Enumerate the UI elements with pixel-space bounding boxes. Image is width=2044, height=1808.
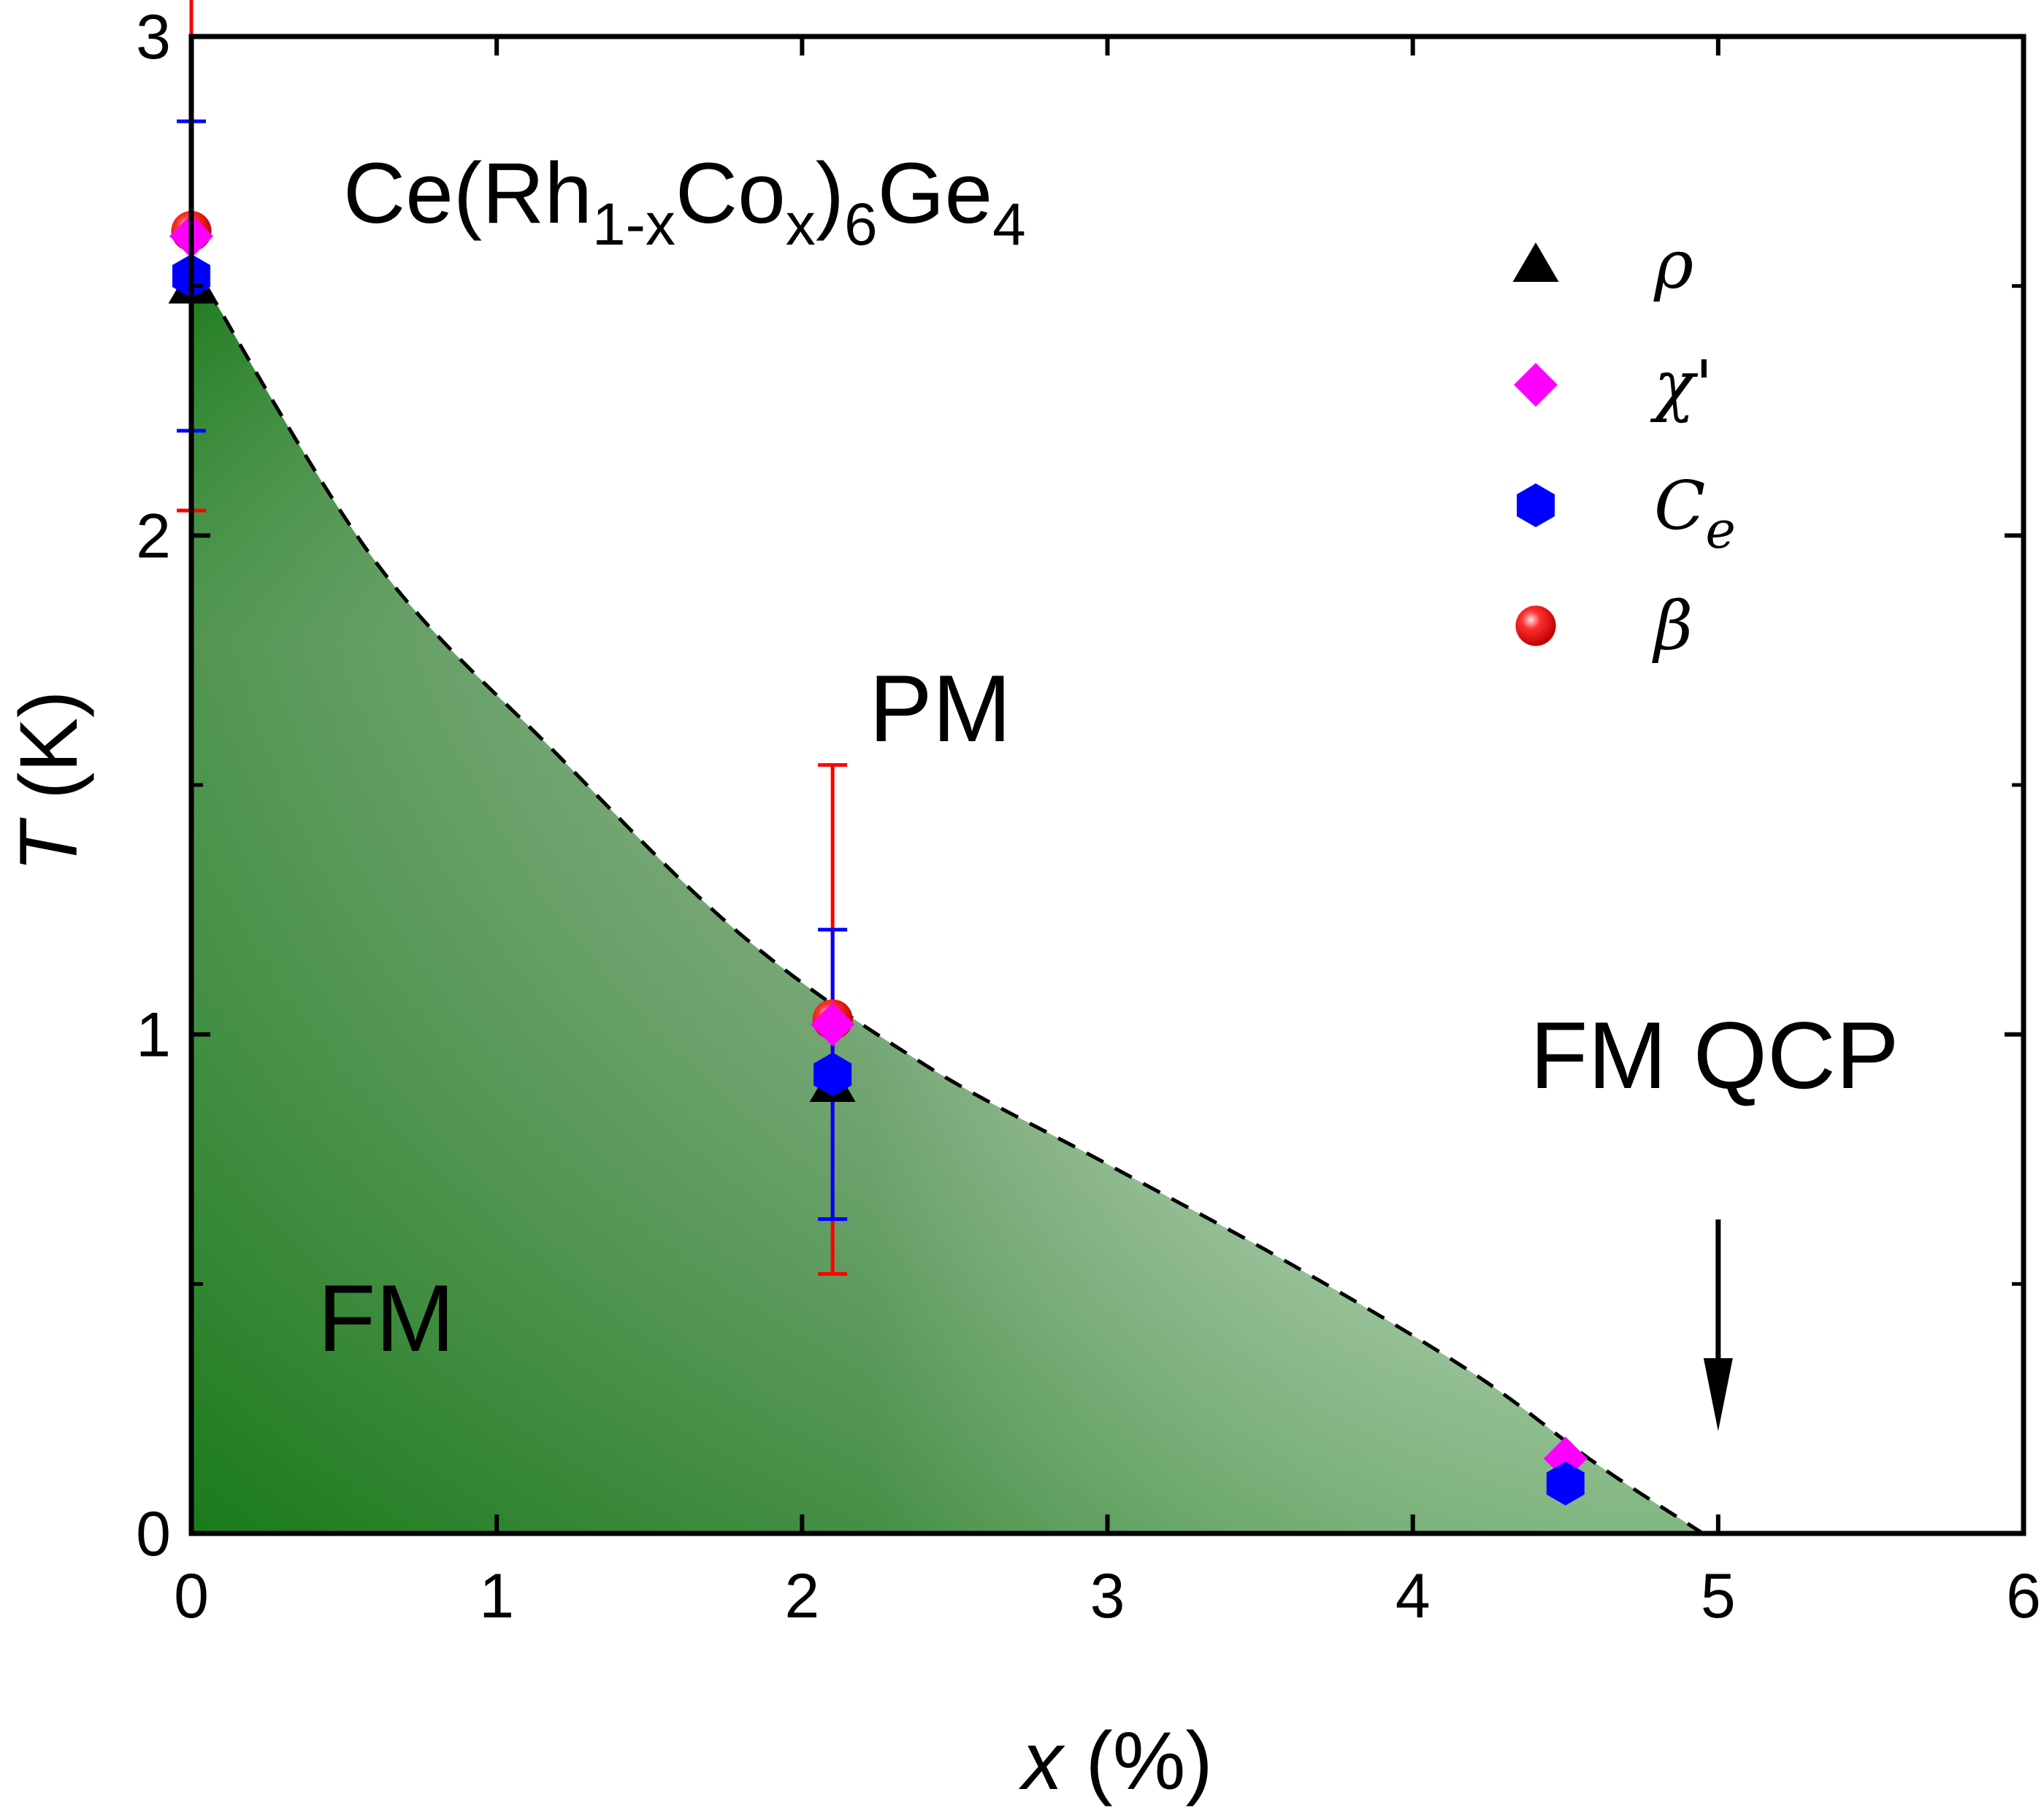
data-point-hexagon bbox=[1546, 1461, 1585, 1506]
qcp-annotation: FM QCP bbox=[1530, 1002, 1899, 1108]
x-tick-label: 5 bbox=[1701, 1561, 1736, 1631]
legend-marker-sphere bbox=[1515, 605, 1556, 646]
legend-marker-diamond bbox=[1514, 363, 1558, 407]
x-tick-label: 6 bbox=[2006, 1561, 2041, 1631]
arrow-head bbox=[1703, 1358, 1733, 1431]
y-axis-label: T (K) bbox=[3, 691, 94, 873]
y-tick-label: 2 bbox=[136, 501, 171, 571]
region-label-fm: FM bbox=[318, 1265, 455, 1371]
x-tick-label: 0 bbox=[174, 1561, 209, 1631]
legend-label: Ce bbox=[1654, 467, 1736, 560]
data-points bbox=[168, 210, 1588, 1506]
data-point-hexagon bbox=[814, 1052, 852, 1097]
y-tick-label: 3 bbox=[136, 2, 171, 72]
legend-marker-triangle bbox=[1512, 242, 1559, 282]
x-tick-labels: 0 1 2 3 4 5 6 bbox=[174, 1561, 2041, 1631]
phase-boundary-dashed bbox=[189, 260, 1704, 1536]
qcp-arrow bbox=[1703, 1219, 1733, 1431]
x-tick-label: 4 bbox=[1396, 1561, 1431, 1631]
y-tick-label: 1 bbox=[136, 1000, 171, 1070]
legend: ρ χ' Ce β bbox=[1512, 226, 1736, 665]
data-point-diamond bbox=[811, 1003, 855, 1046]
axis-ticks bbox=[189, 34, 2026, 1536]
compound-formula: Ce(Rh1-xCox)6Ge4 bbox=[343, 145, 1026, 258]
legend-marker-hexagon bbox=[1517, 483, 1555, 527]
phase-boundary-line bbox=[189, 260, 1704, 1536]
y-tick-label: 0 bbox=[136, 1499, 171, 1569]
y-tick-labels: 0 1 2 3 bbox=[136, 2, 171, 1569]
fm-phase-region bbox=[191, 261, 1703, 1533]
legend-label: ρ bbox=[1653, 226, 1693, 304]
fm-region-fill-vertical bbox=[191, 261, 1703, 1533]
region-label-pm: PM bbox=[869, 655, 1011, 762]
legend-label: β bbox=[1652, 587, 1693, 665]
x-axis-label: x (%) bbox=[1018, 1715, 1212, 1807]
x-tick-label: 1 bbox=[479, 1561, 514, 1631]
x-tick-label: 2 bbox=[784, 1561, 819, 1631]
x-tick-label: 3 bbox=[1090, 1561, 1125, 1631]
legend-label: χ' bbox=[1650, 346, 1713, 424]
